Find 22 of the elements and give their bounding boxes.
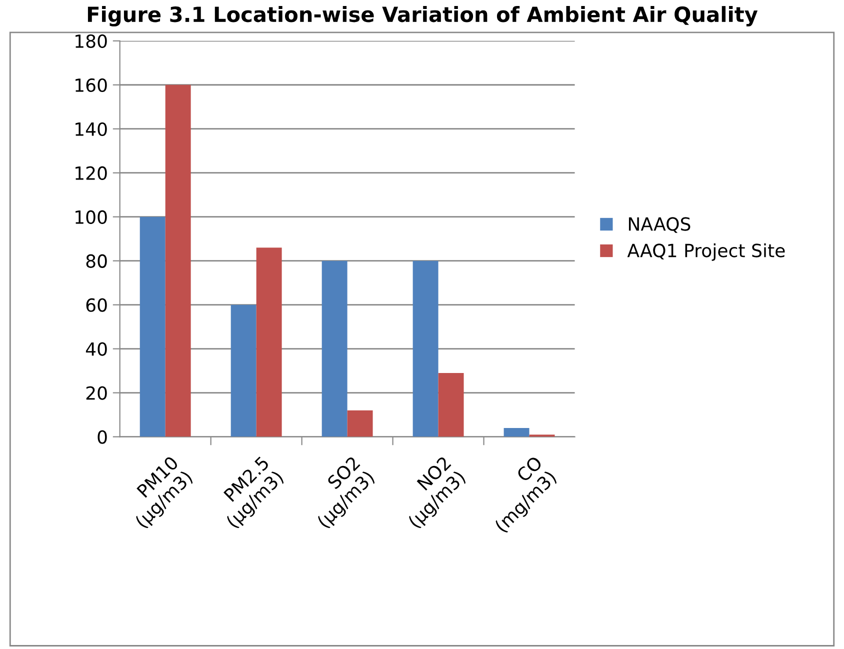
legend-label: NAAQS [628, 217, 690, 233]
y-tick-label: 180 [76, 34, 107, 48]
bar [347, 410, 373, 437]
bar [230, 304, 256, 437]
bar [140, 216, 166, 437]
y-tick-label: 20 [86, 386, 107, 400]
legend-label: AAQ1 Project Site [627, 243, 785, 261]
bar [504, 428, 530, 437]
bar [256, 248, 282, 437]
y-tick-label: 60 [86, 298, 107, 312]
chart-title: Figure 3.1 Location-wise Variation of Ambient Air Quality [88, 6, 758, 26]
y-tick-label: 100 [76, 210, 107, 224]
bar [412, 260, 438, 437]
bar [165, 84, 191, 437]
y-tick-label: 140 [76, 122, 107, 136]
y-tick-label: 80 [86, 254, 107, 268]
y-tick-label: 160 [76, 78, 107, 92]
y-tick-label: 120 [76, 166, 107, 180]
y-tick-label: 0 [98, 430, 107, 444]
bar [322, 260, 348, 437]
bar [438, 372, 464, 437]
y-tick-label: 40 [86, 342, 107, 356]
